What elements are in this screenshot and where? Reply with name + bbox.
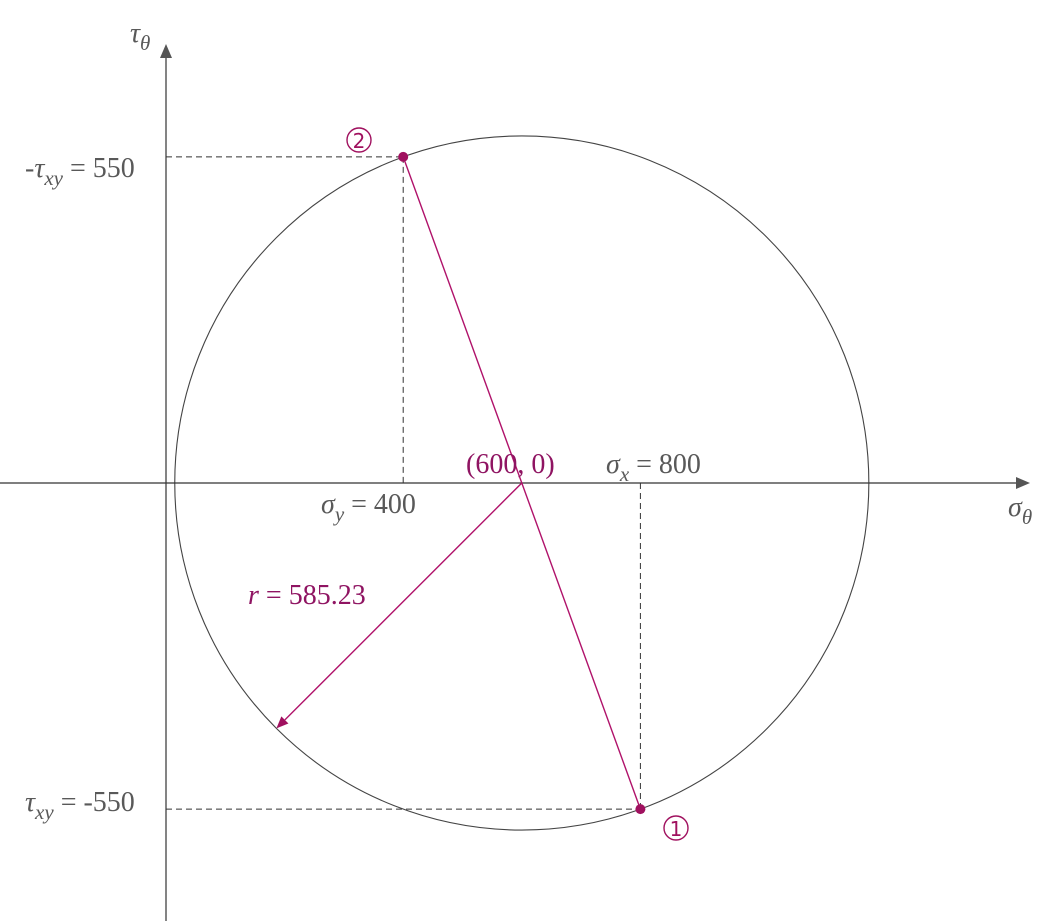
- point-1-marker: [635, 804, 646, 815]
- sigma-axis-arrow: [1016, 477, 1030, 489]
- point-2-badge: 2: [346, 127, 372, 153]
- label-center: (600, 0): [466, 449, 555, 480]
- sigma-axis-title: σθ: [1008, 492, 1032, 529]
- svg-text:2: 2: [353, 129, 366, 153]
- label-tau-xy: τxy = -550: [25, 787, 135, 824]
- label-neg-tau-xy: -τxy = 550: [25, 153, 135, 190]
- tau-axis-arrow: [160, 44, 172, 58]
- tau-axis-title: τθ: [130, 18, 150, 55]
- radius-arrowhead: [276, 716, 289, 729]
- point-2-marker: [398, 151, 409, 162]
- radius-arrow-line: [284, 482, 523, 721]
- label-sigma-y: σy = 400: [321, 489, 416, 526]
- label-radius: r = 585.23: [248, 580, 366, 611]
- diameter-line: [402, 156, 642, 810]
- svg-text:1: 1: [670, 817, 683, 841]
- point-1-badge: 1: [663, 815, 689, 841]
- label-sigma-x: σx = 800: [606, 449, 701, 486]
